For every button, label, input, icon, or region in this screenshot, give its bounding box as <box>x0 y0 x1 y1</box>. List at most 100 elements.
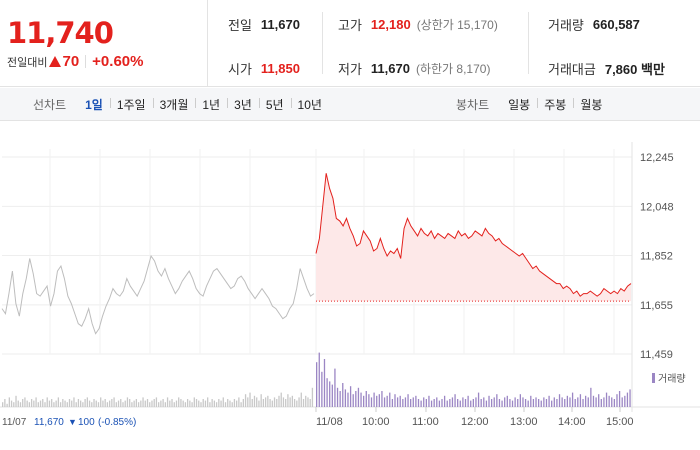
tab-daily[interactable]: 일봉 <box>508 98 531 112</box>
volume-bar-today <box>483 397 485 407</box>
volume-bar-today <box>425 399 427 407</box>
volume-bar-today <box>524 399 527 407</box>
open-label: 시가 <box>228 62 252 77</box>
volume-bar-prev <box>142 397 144 407</box>
volume-bar-today <box>349 386 352 407</box>
volume-bar-prev <box>100 397 102 407</box>
tab-1-day[interactable]: 1일 <box>85 98 103 112</box>
volume-bar-prev <box>180 399 182 407</box>
divider <box>528 12 529 74</box>
volume-bar-prev <box>233 399 236 407</box>
volume-bar-today <box>577 397 579 407</box>
volume-bar-prev <box>144 400 146 407</box>
volume-bar-prev <box>215 402 218 407</box>
volume-bar-prev <box>307 397 309 407</box>
x-tick-label: 12:00 <box>461 416 489 428</box>
volume-bar-prev <box>124 400 126 407</box>
volume-bar-prev <box>169 400 171 407</box>
volume-bar-prev <box>19 402 22 407</box>
volume-bar-prev <box>71 400 73 407</box>
volume-bar-today <box>334 368 336 407</box>
prev-session-rate: (-0.85%) <box>98 417 136 428</box>
tab-5-year[interactable]: 5년 <box>258 96 291 113</box>
volume-bar-today <box>616 394 618 407</box>
volume-bar-today <box>564 399 566 407</box>
volume-bar-today <box>548 395 550 407</box>
volume-bar-prev <box>22 399 24 407</box>
volume-bar-today <box>569 397 571 407</box>
volume-bar-prev <box>35 397 37 407</box>
volume-bar-prev <box>276 399 278 407</box>
stats-table: 전일 11,670 시가 11,850 고가 12,180 (상한가 15,17… <box>208 0 700 86</box>
volume-bar-prev <box>97 402 100 407</box>
today-series <box>315 173 632 302</box>
volume-bar-prev <box>162 399 164 407</box>
volume-bar-today <box>428 395 430 407</box>
volume-bar-today <box>598 394 600 407</box>
tab-1-week[interactable]: 1주일 <box>109 96 153 113</box>
volume-bar-today <box>339 391 341 407</box>
volume-bar-prev <box>48 400 51 407</box>
volume-bar-prev <box>195 399 198 407</box>
volume-bar-prev <box>247 397 249 407</box>
volume-bar-today <box>344 389 347 407</box>
volume-bars <box>2 352 631 407</box>
volume-bar-today <box>532 399 535 407</box>
volume-stat: 거래량 660,587 <box>548 15 640 34</box>
volume-bar-today <box>347 392 349 407</box>
volume-bar-prev <box>73 397 75 407</box>
today-area-fill <box>316 173 631 302</box>
volume-bar-prev <box>133 400 135 407</box>
up-triangle-icon <box>49 56 62 67</box>
tab-10-year[interactable]: 10년 <box>290 96 329 113</box>
volume-bar-prev <box>64 400 66 407</box>
volume-bar-today <box>391 399 394 407</box>
volume-bar-prev <box>298 397 300 407</box>
volume-bar-prev <box>153 399 155 407</box>
volume-bar-prev <box>249 392 251 407</box>
volume-bar-prev <box>300 392 302 407</box>
quote-panel: 11,740 전일대비 70 +0.60% 전일 11,670 시가 11,85… <box>0 0 700 87</box>
volume-bar-prev <box>2 402 4 407</box>
volume-bar-prev <box>80 400 82 407</box>
tab-3-year[interactable]: 3년 <box>227 96 259 113</box>
tab-monthly[interactable]: 월봉 <box>573 96 609 113</box>
volume-bar-today <box>475 397 477 407</box>
volume-bar-prev <box>262 399 265 407</box>
volume-bar-prev <box>82 402 84 407</box>
volume-bar-today <box>561 397 563 407</box>
volume-bar-prev <box>66 402 68 407</box>
volume-bar-prev <box>238 397 240 407</box>
tab-3-month[interactable]: 3개월 <box>152 96 196 113</box>
x-tick-label: 15:00 <box>606 416 634 428</box>
tab-1-year[interactable]: 1년 <box>195 96 227 113</box>
volume-bar-prev <box>126 397 129 407</box>
volume-bar-today <box>378 394 380 407</box>
volume-bar-today <box>415 395 417 407</box>
volume-bar-today <box>360 392 362 407</box>
volume-bar-today <box>517 399 519 407</box>
volume-bar-prev <box>135 399 138 407</box>
volume-bar-today <box>543 397 545 407</box>
volume-bar-today <box>370 397 373 407</box>
volume-bar-prev <box>108 400 111 407</box>
tab-weekly[interactable]: 주봉 <box>537 96 573 113</box>
volume-bar-today <box>376 395 378 407</box>
volume-bar-prev <box>37 402 39 407</box>
volume-bar-today <box>545 399 548 407</box>
volume-bar-today <box>459 400 461 407</box>
volume-bar-prev <box>15 395 17 407</box>
open-stat: 시가 11,850 <box>228 59 300 78</box>
current-price: 11,740 <box>7 16 114 50</box>
volume-bar-prev <box>271 400 273 407</box>
volume-bar-prev <box>240 402 242 407</box>
volume-bar-today <box>511 400 514 407</box>
volume-bar-prev <box>4 399 6 407</box>
divider <box>322 12 323 74</box>
volume-bar-prev <box>269 399 271 407</box>
volume-bar-prev <box>198 400 200 407</box>
volume-bar-prev <box>289 397 291 407</box>
volume-bar-prev <box>151 400 153 407</box>
change-label: 전일대비 <box>7 56 48 69</box>
volume-bar-today <box>522 397 524 407</box>
